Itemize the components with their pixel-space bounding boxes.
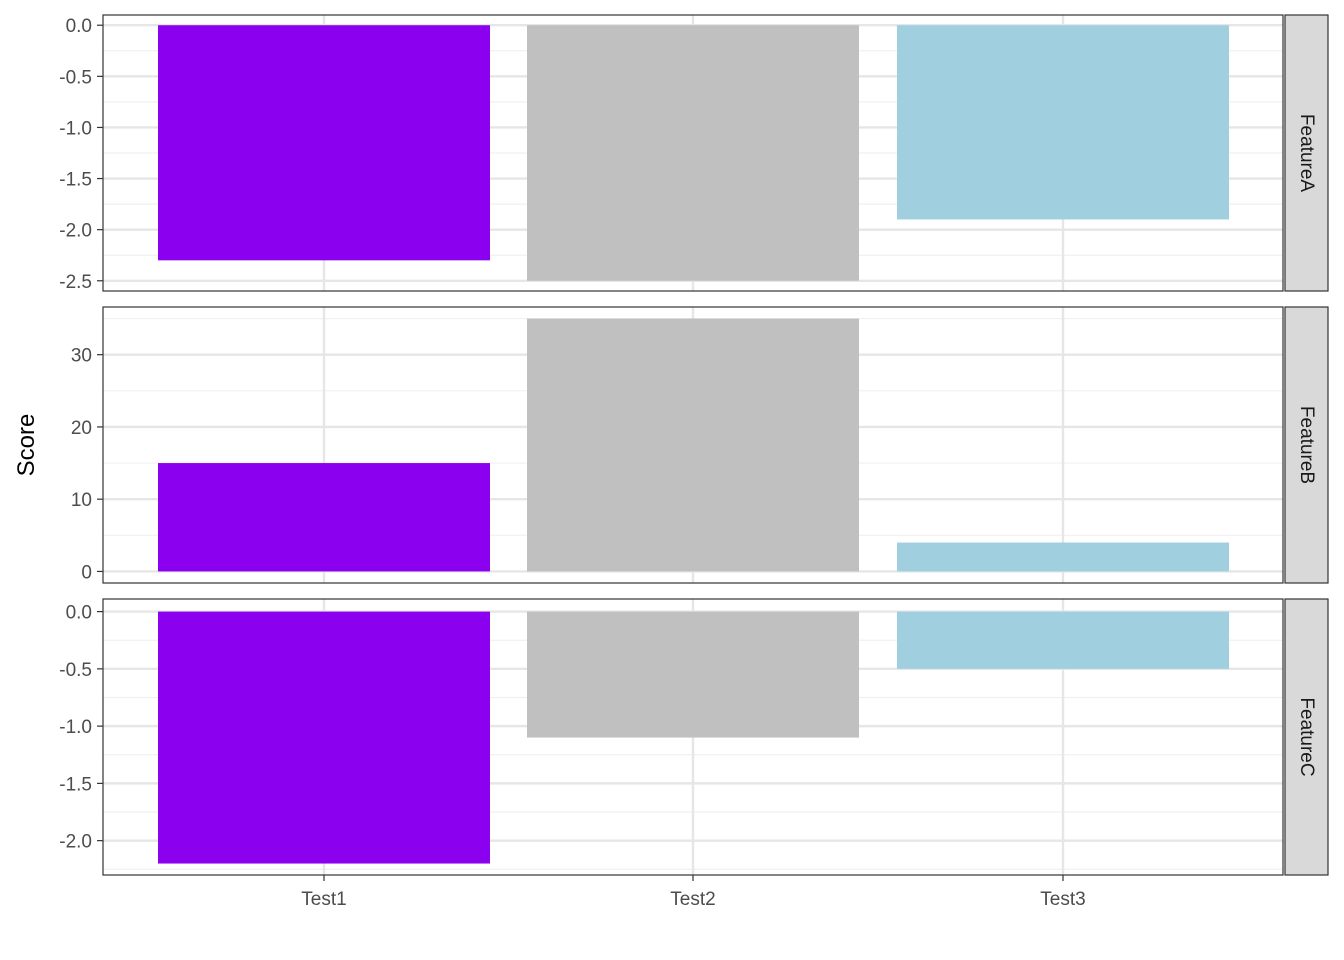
facet-strip-label: FeatureA bbox=[1296, 114, 1317, 192]
y-tick-label: -0.5 bbox=[59, 67, 92, 88]
bar-featurea-test1 bbox=[158, 25, 490, 261]
facet-strip-label: FeatureC bbox=[1296, 697, 1317, 776]
bar-featureb-test2 bbox=[527, 318, 859, 572]
facet-panel-featurea: 0.0 -0.5 -1.0 -1.5 -2.0 -2.5 FeatureA bbox=[59, 14, 1329, 293]
y-tick-label: -2.0 bbox=[59, 832, 92, 853]
x-tick-label: Test2 bbox=[670, 889, 715, 910]
bar-featureb-test1 bbox=[158, 463, 490, 572]
y-tick-label: 10 bbox=[71, 490, 92, 511]
y-axis-title: Score bbox=[13, 414, 40, 477]
facet-strip bbox=[1284, 598, 1329, 876]
facet-strip bbox=[1284, 306, 1329, 584]
panel-border bbox=[102, 306, 1284, 584]
x-tick-label: Test1 bbox=[301, 889, 346, 910]
y-tick-label: -2.5 bbox=[59, 272, 92, 293]
y-tick-label: -0.5 bbox=[59, 660, 92, 681]
y-tick-label: 0 bbox=[81, 562, 92, 583]
facet-strip-label: FeatureB bbox=[1296, 406, 1317, 484]
y-tick-label: 0.0 bbox=[66, 603, 92, 624]
bar-featurec-test2 bbox=[527, 611, 859, 738]
x-tick-label: Test3 bbox=[1040, 889, 1085, 910]
facet-strip bbox=[1284, 14, 1329, 292]
y-tick-label: 20 bbox=[71, 418, 92, 439]
panel-border bbox=[102, 14, 1284, 292]
y-tick-label: -1.5 bbox=[59, 170, 92, 191]
y-tick-label: -1.5 bbox=[59, 774, 92, 795]
y-tick-label: -2.0 bbox=[59, 221, 92, 242]
bar-featurec-test1 bbox=[158, 611, 490, 864]
y-tick-label: -1.0 bbox=[59, 717, 92, 738]
bar-featureb-test3 bbox=[897, 542, 1229, 572]
facet-panel-featureb: 0 10 20 30 FeatureB bbox=[71, 306, 1329, 584]
facet-panel-featurec: 0.0 -0.5 -1.0 -1.5 -2.0 FeatureC bbox=[59, 598, 1329, 876]
bar-featurec-test3 bbox=[897, 611, 1229, 669]
y-tick-label: 30 bbox=[71, 346, 92, 367]
bar-featurea-test2 bbox=[527, 25, 859, 281]
y-tick-label: -1.0 bbox=[59, 118, 92, 139]
y-tick-label: 0.0 bbox=[66, 16, 92, 37]
bar-featurea-test3 bbox=[897, 25, 1229, 220]
